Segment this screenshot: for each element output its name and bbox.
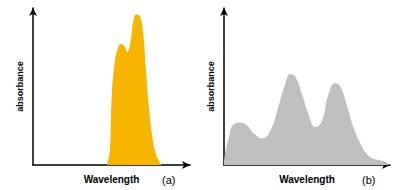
svg-text:(b): (b) <box>362 174 375 186</box>
svg-text:(a): (a) <box>162 174 175 186</box>
svg-text:Wavelength: Wavelength <box>84 174 140 185</box>
svg-text:absorbance: absorbance <box>206 61 216 112</box>
svg-text:Wavelength: Wavelength <box>279 174 335 185</box>
svg-text:absorbance: absorbance <box>15 61 25 112</box>
